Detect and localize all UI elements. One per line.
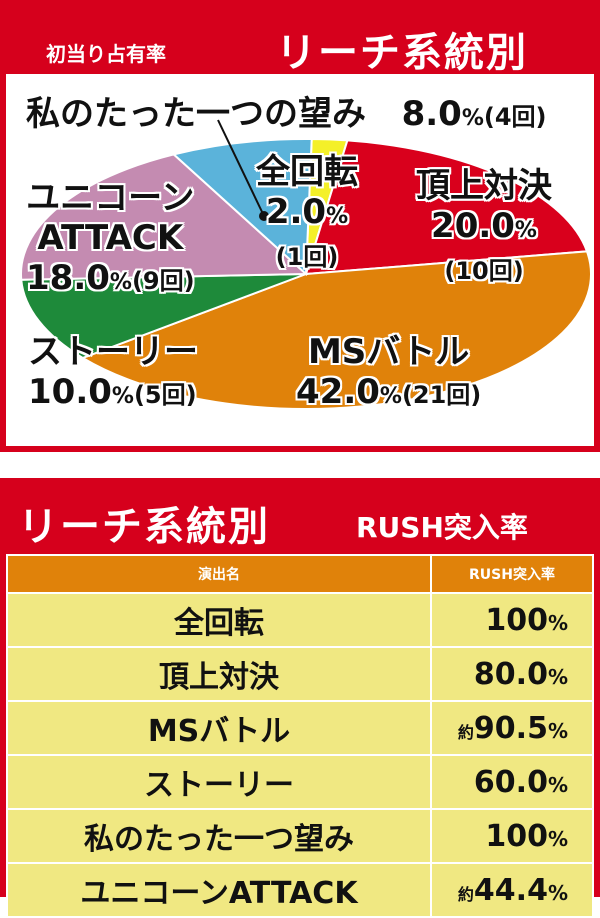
label-zenkaiten: 全回転 2.0% (1回) [256, 152, 358, 272]
pie-chart: 私のたった一つの望み 8.0%(4回) 全回転 2.0% (1回) 頂上対決 2… [6, 74, 594, 452]
pie-slice [20, 153, 309, 281]
table-row: 全回転 100% [6, 592, 594, 648]
table-row: 頂上対決 80.0% [6, 646, 594, 702]
rate-value: 100 [485, 602, 548, 638]
pie-svg [20, 119, 592, 410]
rate-value: 60.0 [473, 764, 548, 800]
rush-title: リーチ系統別 [18, 504, 270, 550]
label-nozomi: 私のたった一つの望み 8.0%(4回) [26, 94, 547, 139]
label-ms: MSバトル 42.0%(21回) [296, 332, 481, 417]
share-title: リーチ系統別 [276, 30, 528, 76]
header-rate: RUSH突入率 [430, 554, 594, 594]
label-unicorn-name-1: ユニコーン [26, 178, 195, 218]
label-unicorn: ユニコーン ATTACK 18.0%(9回) [26, 178, 195, 303]
label-choujou-count: (10回) [444, 257, 524, 285]
pie-slice [171, 138, 313, 277]
label-choujou-pct: 20.0% [431, 206, 537, 246]
row-name: ユニコーンATTACK [6, 862, 432, 918]
row-name: 私のたった一つ望み [6, 808, 432, 864]
pie-slice [80, 250, 592, 410]
label-zenkaiten-count: (1回) [275, 243, 339, 271]
label-zenkaiten-pct: 2.0% [265, 192, 349, 232]
share-header: 初当り占有率 リーチ系統別 [6, 6, 594, 76]
approx-mark: 約 [457, 884, 474, 904]
rush-panel: リーチ系統別 RUSH突入率 演出名 RUSH突入率 全回転 100% 頂上対決 80… [0, 478, 600, 918]
rush-subtitle: RUSH突入率 [356, 511, 528, 544]
label-nozomi-name: 私のたった一つの望み [26, 94, 366, 134]
row-rate: 約44.4% [430, 862, 594, 918]
row-rate: 100% [430, 592, 594, 648]
rate-value: 44.4 [473, 872, 548, 908]
rate-value: 100 [485, 818, 548, 854]
leader-line [217, 119, 265, 217]
label-ms-pct: 42.0%(21回) [296, 372, 482, 412]
leader-dot [259, 211, 269, 221]
table-row: ユニコーンATTACK 約44.4% [6, 862, 594, 918]
row-name: 頂上対決 [6, 646, 432, 702]
rate-unit: % [547, 772, 568, 797]
rate-unit: % [547, 880, 568, 905]
row-rate: 60.0% [430, 754, 594, 810]
rate-unit: % [547, 718, 568, 743]
table-row: ストーリー 60.0% [6, 754, 594, 810]
rush-header: リーチ系統別 RUSH突入率 [6, 484, 594, 554]
pie-slice [20, 273, 307, 360]
share-subtitle: 初当り占有率 [46, 42, 166, 66]
row-rate: 80.0% [430, 646, 594, 702]
rate-value: 90.5 [473, 710, 548, 746]
rate-unit: % [547, 826, 568, 851]
share-panel: 初当り占有率 リーチ系統別 私のたった一つの望み 8.0%(4回) 全回転 2.… [0, 0, 600, 452]
table-row: 私のたった一つ望み 100% [6, 808, 594, 864]
rush-table: 演出名 RUSH突入率 全回転 100% 頂上対決 80.0% MSバトル 約90.5% ス… [6, 554, 594, 918]
row-rate: 約90.5% [430, 700, 594, 756]
table-row: MSバトル 約90.5% [6, 700, 594, 756]
row-name: ストーリー [6, 754, 432, 810]
rate-unit: % [547, 610, 568, 635]
header-name: 演出名 [6, 554, 432, 594]
row-name: MSバトル [6, 700, 432, 756]
table-header-row: 演出名 RUSH突入率 [6, 554, 594, 594]
label-story: ストーリー 10.0%(5回) [28, 332, 198, 417]
label-zenkaiten-name: 全回転 [256, 152, 358, 192]
label-story-name: ストーリー [28, 332, 198, 372]
label-unicorn-name-2: ATTACK [37, 218, 184, 258]
row-rate: 100% [430, 808, 594, 864]
label-choujou-name: 頂上対決 [416, 166, 552, 206]
label-unicorn-pct: 18.0%(9回) [26, 258, 195, 298]
rate-unit: % [547, 664, 568, 689]
approx-mark: 約 [457, 722, 474, 742]
label-choujou: 頂上対決 20.0% (10回) [416, 166, 552, 286]
rate-value: 80.0 [473, 656, 548, 692]
label-ms-name: MSバトル [307, 332, 470, 372]
pie-slice [304, 139, 589, 276]
label-nozomi-pct: 8.0%(4回) [401, 94, 547, 134]
label-story-pct: 10.0%(5回) [28, 372, 197, 412]
row-name: 全回転 [6, 592, 432, 648]
